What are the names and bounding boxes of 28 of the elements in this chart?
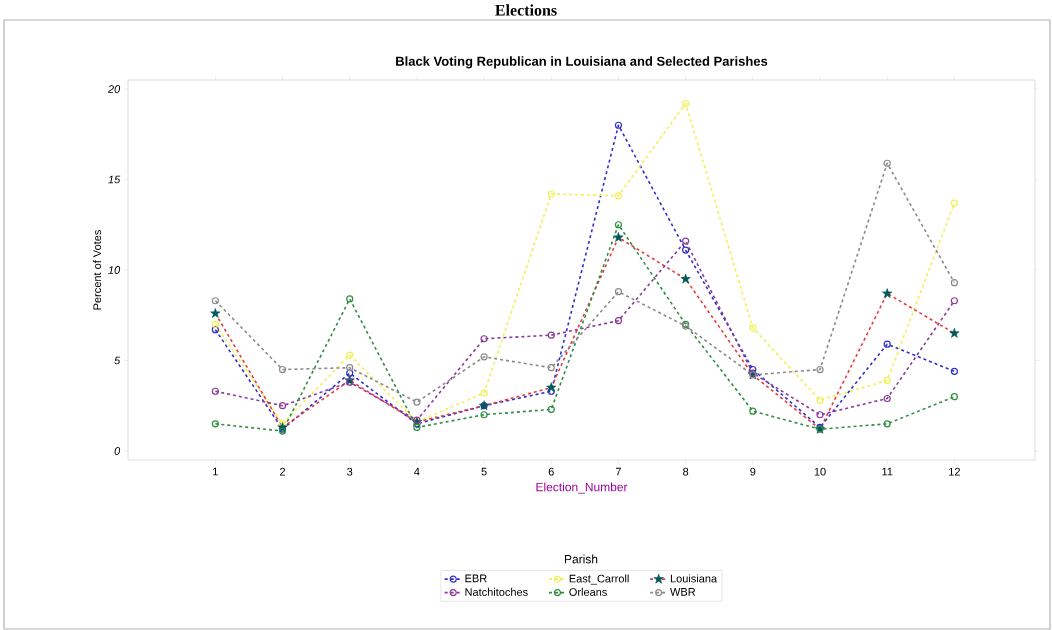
y-tick-label: 10 [108,266,121,274]
legend-label: EBR [465,574,487,583]
legend-title: Parish [564,554,598,564]
x-tick-label: 12 [949,467,960,476]
legend-label: East_Carroll [569,574,629,585]
x-tick-label: 9 [750,467,756,476]
legend-label: Louisiana [670,574,718,583]
x-tick-label: 10 [814,467,826,476]
y-tick-label: 5 [114,356,121,365]
text: Elections [495,4,557,16]
x-tick-label: 1 [213,467,218,476]
y-tick-label: 15 [108,175,121,184]
x-tick-label: 7 [615,467,621,476]
x-tick-label: 4 [414,467,420,476]
x-tick-label: 3 [347,467,353,476]
x-tick-label: 2 [280,467,286,476]
legend-label: Natchitoches [465,587,528,596]
legend-label: Orleans [569,587,607,596]
chart-title: Black Voting Republican in Louisiana and Selected Parishes [396,56,768,69]
x-tick-label: 6 [548,467,554,476]
y-tick-label: 0 [114,447,121,455]
x-tick-label: 8 [683,467,689,476]
x-axis-title: Election_Number [536,482,628,494]
y-axis-title: Percent of Votes [93,230,102,310]
legend-label: WBR [670,588,696,596]
x-tick-label: 5 [481,467,487,476]
x-tick-label: 11 [882,467,893,476]
y-tick-label: 20 [107,85,121,93]
